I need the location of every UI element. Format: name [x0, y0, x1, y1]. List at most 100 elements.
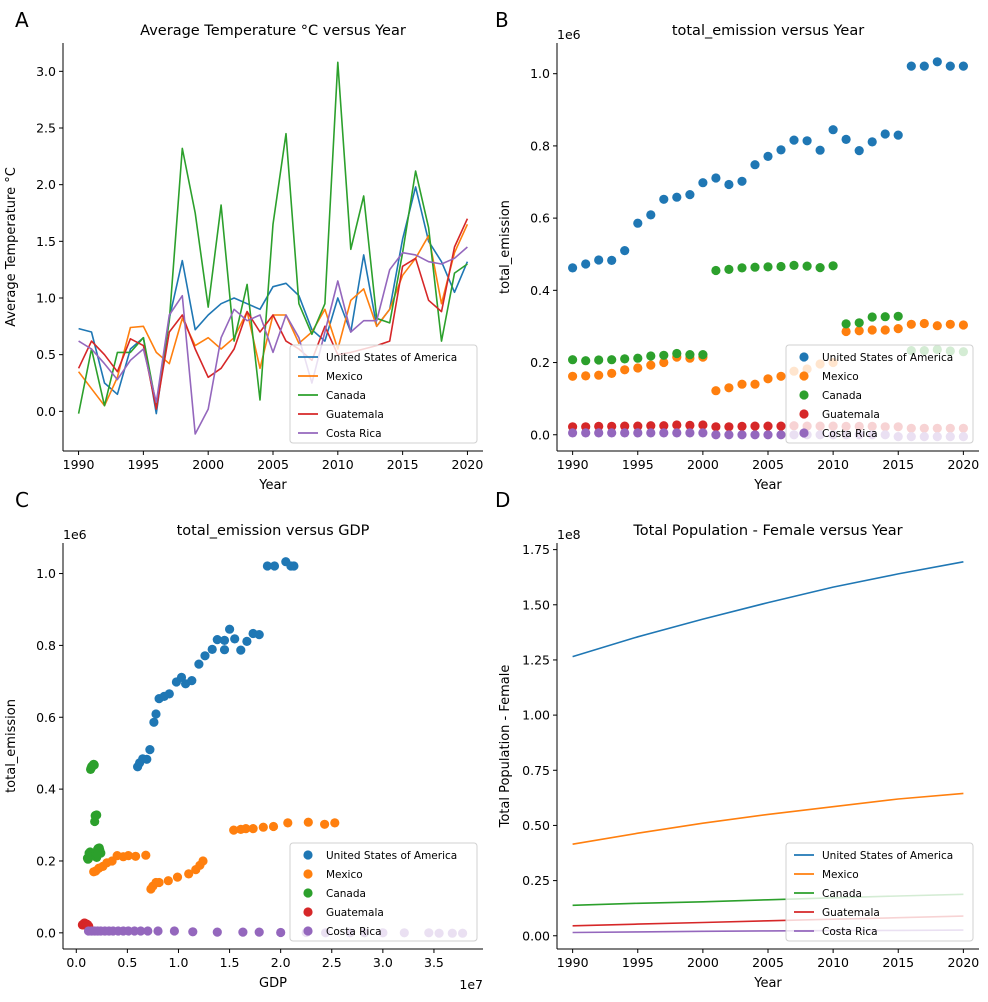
x-tick-label: 0.5: [117, 955, 137, 970]
data-point: [581, 356, 591, 366]
y-offset-label: 1e8: [557, 527, 581, 542]
data-point: [802, 261, 812, 271]
data-point: [89, 760, 99, 770]
y-tick-label: 1.0: [36, 291, 56, 306]
legend-label: Mexico: [822, 869, 859, 881]
data-point: [906, 319, 916, 329]
legend-swatch: [799, 371, 809, 381]
data-point: [867, 137, 877, 147]
y-tick-label: 0.6: [36, 710, 56, 725]
x-tick-label: 1.5: [220, 955, 240, 970]
x-axis-label: Year: [258, 478, 287, 493]
data-point: [828, 261, 838, 271]
series-line: [572, 561, 964, 658]
legend-label: United States of America: [822, 352, 953, 364]
data-point: [945, 319, 955, 329]
legend-swatch: [303, 850, 313, 860]
y-tick-label: 0.0: [530, 427, 550, 442]
data-point: [880, 312, 890, 322]
data-point: [763, 262, 773, 272]
data-point: [198, 856, 208, 866]
legend-label: Costa Rica: [326, 428, 382, 440]
data-point: [880, 325, 890, 335]
x-tick-label: 2000: [687, 457, 719, 472]
data-point: [594, 355, 604, 365]
data-point: [230, 634, 240, 644]
legend-swatch: [799, 428, 809, 438]
data-point: [594, 421, 604, 431]
x-offset-label: 1e7: [459, 977, 483, 992]
data-point: [750, 379, 760, 389]
data-point: [568, 428, 578, 438]
legend-swatch: [799, 352, 809, 362]
data-point: [711, 386, 721, 396]
data-point: [737, 263, 747, 273]
data-point: [607, 255, 617, 265]
data-point: [724, 179, 734, 190]
data-point: [184, 869, 194, 879]
data-point: [242, 636, 252, 647]
legend-label: Guatemala: [326, 907, 384, 919]
data-point: [854, 318, 864, 328]
y-tick-label: 0.75: [522, 763, 550, 778]
data-point: [724, 264, 734, 274]
x-tick-label: 2.5: [322, 955, 342, 970]
legend-swatch: [303, 869, 313, 879]
data-point: [672, 428, 682, 438]
data-point: [286, 561, 296, 571]
data-point: [188, 927, 198, 937]
data-point: [187, 676, 197, 686]
data-point: [646, 428, 656, 438]
data-point: [932, 321, 942, 331]
data-point: [258, 822, 268, 832]
data-point: [698, 350, 708, 360]
y-tick-label: 2.0: [36, 177, 56, 192]
data-point: [906, 61, 916, 71]
data-point: [672, 192, 682, 202]
data-point: [711, 430, 721, 440]
data-point: [225, 624, 235, 634]
x-tick-label: 1995: [622, 955, 654, 970]
data-point: [620, 428, 630, 438]
data-point: [750, 430, 760, 440]
data-point: [229, 825, 239, 835]
data-point: [646, 351, 656, 361]
data-point: [283, 818, 293, 828]
data-point: [815, 145, 825, 155]
x-tick-label: 1990: [557, 457, 589, 472]
data-point: [685, 428, 695, 438]
x-tick-label: 2015: [387, 457, 419, 472]
data-point: [92, 810, 102, 820]
legend-label: United States of America: [822, 850, 953, 862]
data-point: [750, 160, 760, 170]
data-point: [633, 421, 643, 431]
data-point: [607, 355, 617, 365]
data-point: [659, 428, 669, 438]
data-point: [330, 818, 340, 828]
data-point: [212, 635, 222, 645]
legend-box: [289, 344, 478, 444]
data-point: [737, 176, 747, 186]
data-point: [776, 421, 786, 431]
data-point: [633, 353, 643, 363]
legend-swatch: [303, 926, 313, 936]
data-point: [711, 265, 721, 276]
y-tick-label: 0.2: [530, 355, 550, 370]
data-point: [893, 324, 903, 334]
data-point: [93, 846, 103, 856]
x-tick-label: 2015: [882, 457, 914, 472]
data-point: [815, 263, 825, 273]
legend-label: Mexico: [326, 371, 363, 383]
data-point: [236, 645, 246, 655]
data-point: [698, 178, 708, 188]
y-tick-label: 0.6: [530, 211, 550, 226]
panel-letter: B: [495, 8, 509, 32]
y-axis-label: total_emission: [4, 699, 19, 793]
data-point: [219, 635, 230, 646]
x-tick-label: 1995: [127, 457, 159, 472]
y-tick-label: 3.0: [36, 64, 56, 79]
y-offset-label: 1e6: [63, 527, 87, 542]
data-point: [248, 824, 258, 834]
